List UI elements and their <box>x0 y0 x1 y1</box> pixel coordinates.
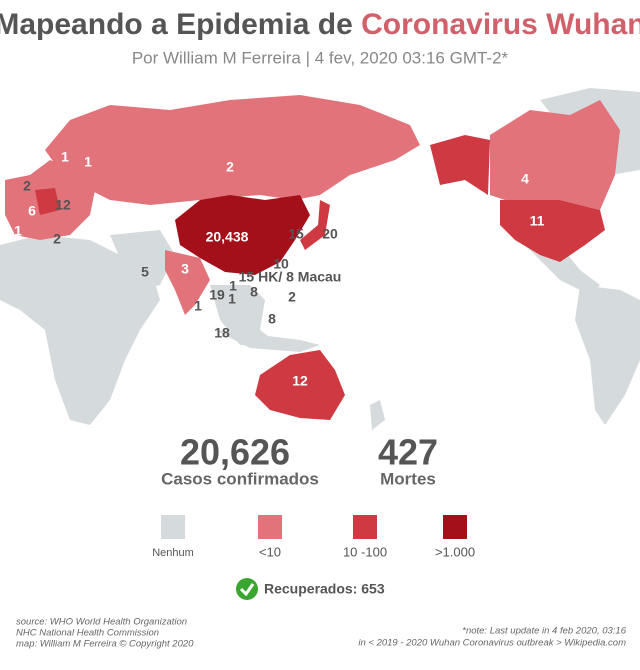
map-label: 1 <box>228 291 236 307</box>
map-label: 5 <box>141 264 149 280</box>
legend-label: 10 -100 <box>343 544 387 559</box>
map-label: 12 <box>292 373 308 389</box>
africa <box>0 235 160 425</box>
map-label: 8 <box>268 311 276 327</box>
map-label: 2 <box>226 159 234 175</box>
map-label: 2 <box>288 289 296 305</box>
deaths-label: Mortes <box>380 469 436 488</box>
map-label: 2 <box>23 178 31 194</box>
legend-label: >1.000 <box>435 544 475 559</box>
new-zealand <box>370 400 385 430</box>
source-line: source: WHO World Health Organization <box>16 617 187 628</box>
deaths-count: 427 <box>378 432 438 473</box>
note-line: *note: Last update in 4 feb 2020, 03:16 <box>462 626 626 637</box>
map-label: 19 <box>209 287 225 303</box>
map-label: 4 <box>521 171 529 187</box>
usa <box>500 200 605 262</box>
source-line: NHC National Health Commission <box>16 628 159 639</box>
india <box>165 250 210 315</box>
map-label: 6 <box>28 203 36 219</box>
map-label: 11 <box>530 213 545 229</box>
map-label: 3 <box>181 261 189 277</box>
legend-swatch <box>258 515 282 539</box>
legend-swatch <box>353 515 377 539</box>
map-label: 1 <box>229 278 237 294</box>
canada <box>490 100 620 210</box>
map-label: 1 <box>194 298 202 314</box>
legend-swatch <box>443 515 467 539</box>
check-mark <box>239 583 255 597</box>
map-label: 10 <box>273 256 289 272</box>
map-label: 20 <box>322 226 338 242</box>
confirmed-label: Casos confirmados <box>161 469 319 488</box>
map-label: 15 HK/ 8 Macau <box>239 269 342 285</box>
note-line: in < 2019 - 2020 Wuhan Coronavirus outbr… <box>358 638 626 649</box>
source-line: map: William M Ferreira © Copyright 2020 <box>16 639 194 650</box>
russia <box>45 95 420 205</box>
map-label: 1 <box>14 223 22 239</box>
map-label: 1 <box>84 154 92 170</box>
south-america <box>575 285 640 425</box>
middle-east <box>110 230 175 290</box>
map-label: 8 <box>250 284 258 300</box>
map-label: 2 <box>53 231 61 247</box>
recovered: Recuperados: 653 <box>264 581 385 597</box>
check-icon <box>236 578 258 600</box>
map-labels: 1 1 2 2 6 12 1 2 20,438 15 20 10 15 HK/ … <box>14 149 545 389</box>
legend-label: <10 <box>259 544 281 559</box>
china <box>175 195 310 275</box>
australia <box>255 350 345 420</box>
legend-label: Nenhum <box>152 547 194 559</box>
map <box>0 88 640 430</box>
title: Mapeando a Epidemia de Coronavirus Wuhan <box>0 8 640 41</box>
germany <box>35 188 60 215</box>
subtitle: Por William M Ferreira | 4 fev, 2020 03:… <box>132 48 509 67</box>
japan <box>300 200 330 250</box>
title-part: Coronavirus Wuhan <box>361 8 640 41</box>
indonesia <box>215 330 320 352</box>
southeast-asia <box>210 285 280 345</box>
legend-swatch <box>161 515 185 539</box>
title-part: Mapeando a Epidemia de <box>0 8 353 41</box>
map-label: 20,438 <box>206 229 249 245</box>
map-label: 15 <box>288 226 304 242</box>
legend: Nenhum <10 10 -100 >1.000 <box>152 515 475 559</box>
alaska <box>430 135 490 195</box>
map-label: 12 <box>55 197 71 213</box>
map-label: 1 <box>61 149 69 165</box>
confirmed-count: 20,626 <box>180 432 290 473</box>
map-label: 18 <box>214 325 230 341</box>
